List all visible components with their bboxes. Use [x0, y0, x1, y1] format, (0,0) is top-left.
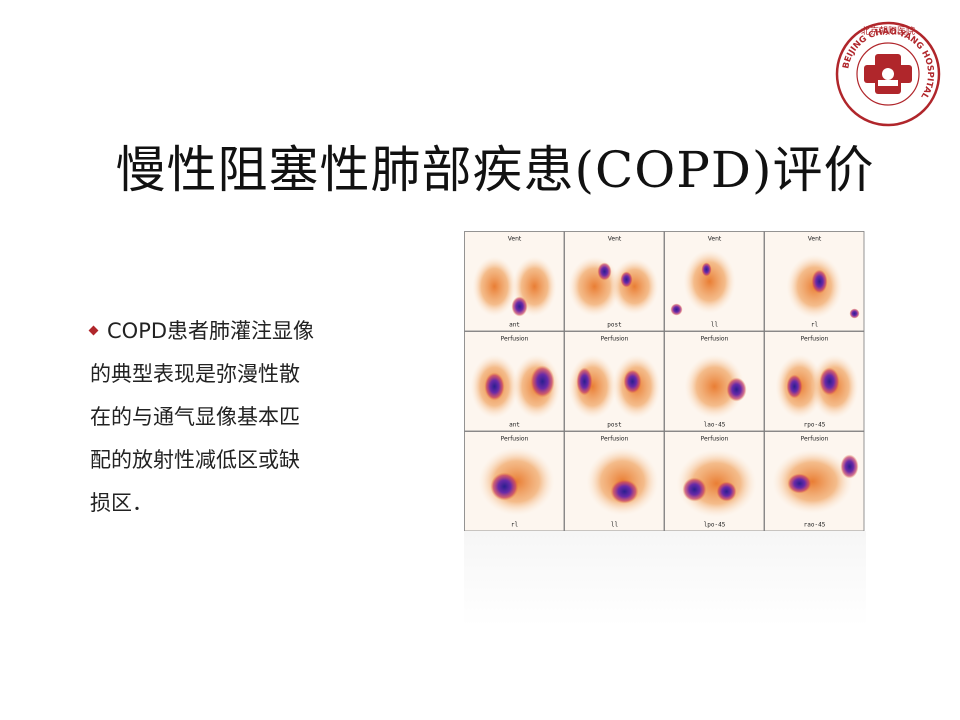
scan-view-label: lao-45: [704, 422, 726, 429]
hot-spot: [490, 472, 519, 501]
scan-header: Vent: [808, 236, 822, 243]
lung-uptake: [684, 354, 745, 419]
hot-spot: [576, 367, 593, 396]
scan-header: Perfusion: [601, 436, 629, 443]
scan-view-label: ll: [611, 522, 619, 529]
hot-spot: [597, 262, 612, 281]
scan-view-label: rpo-45: [804, 422, 826, 429]
hot-spot: [623, 369, 642, 394]
bullet-line: 配的放射性减低区或缺: [90, 448, 300, 472]
scan-view-label: post: [607, 422, 622, 429]
scan-view-label: ll: [711, 322, 719, 329]
scan-view-label: lpo-45: [704, 522, 726, 529]
scan-cell: Perfusion lao-45: [664, 331, 765, 432]
hot-spot: [726, 377, 747, 402]
scan-cell: Perfusion post: [564, 331, 665, 432]
bullet-line-text: COPD患者肺灌注显像: [107, 319, 315, 343]
scan-view-label: ant: [509, 322, 520, 329]
hot-spot: [670, 303, 683, 316]
scan-cell: Vent ant: [464, 231, 565, 332]
hot-spot: [811, 269, 828, 294]
scan-header: Perfusion: [601, 336, 629, 343]
scan-header: Vent: [508, 236, 522, 243]
scan-header: Vent: [708, 236, 722, 243]
scan-header: Perfusion: [701, 436, 729, 443]
scan-header: Perfusion: [501, 336, 529, 343]
hot-spot: [840, 454, 859, 479]
hot-spot: [701, 262, 712, 277]
bullet-line: COPD患者肺灌注显像: [88, 310, 390, 353]
lung-uptake: [683, 249, 736, 314]
lung-scan-grid: VentantVentpostVentllVentrlPerfusionantP…: [464, 231, 866, 531]
scan-cell: Perfusion ant: [464, 331, 565, 432]
scan-cell: Vent rl: [764, 231, 865, 332]
logo-text-cn: 北京朝阳医院: [861, 25, 915, 37]
scan-view-label: rl: [511, 522, 519, 529]
image-reflection: [464, 531, 866, 627]
scan-header: Perfusion: [501, 436, 529, 443]
hot-spot: [530, 365, 555, 398]
scan-cell: Perfusion rao-45: [764, 431, 865, 531]
hot-spot: [682, 477, 707, 502]
hot-spot: [716, 481, 737, 502]
scan-cell: Perfusion rl: [464, 431, 565, 531]
slide-title: 慢性阻塞性肺部疾患(COPD)评价: [115, 141, 875, 199]
scan-header: Perfusion: [801, 336, 829, 343]
lung-uptake: [472, 256, 517, 317]
hot-spot: [620, 271, 633, 288]
hospital-logo: BEIJING CHAO-YANG HOSPITAL 北京朝阳医院: [835, 21, 941, 127]
hot-spot: [484, 372, 505, 401]
hot-spot: [511, 296, 528, 317]
hot-spot: [610, 479, 639, 504]
lung-uptake: [610, 258, 659, 315]
scan-cell: Perfusion lpo-45: [664, 431, 765, 531]
scan-cell: Vent post: [564, 231, 665, 332]
scan-view-label: rl: [811, 322, 819, 329]
scan-view-label: rao-45: [804, 522, 826, 529]
bullet-line: 的典型表现是弥漫性散: [90, 362, 300, 386]
lung-uptake: [568, 354, 617, 419]
scan-header: Perfusion: [801, 436, 829, 443]
hot-spot: [819, 367, 840, 396]
hot-spot: [786, 374, 803, 399]
scan-cell: Perfusion ll: [564, 431, 665, 531]
scan-view-label: ant: [509, 422, 520, 429]
hot-spot: [787, 473, 812, 494]
bullet-text: COPD患者肺灌注显像 的典型表现是弥漫性散 在的与通气显像基本匹 配的放射性减…: [88, 310, 390, 525]
bullet-line: 在的与通气显像基本匹: [90, 405, 300, 429]
scan-header: Vent: [608, 236, 622, 243]
scan-cell: Perfusion rpo-45: [764, 331, 865, 432]
hot-spot: [849, 308, 860, 319]
lung-uptake: [772, 449, 853, 514]
scan-view-label: post: [607, 322, 622, 329]
diamond-bullet-icon: [88, 325, 99, 336]
scan-cell: Vent ll: [664, 231, 765, 332]
scan-header: Perfusion: [701, 336, 729, 343]
bullet-line: 损区．: [90, 491, 153, 515]
